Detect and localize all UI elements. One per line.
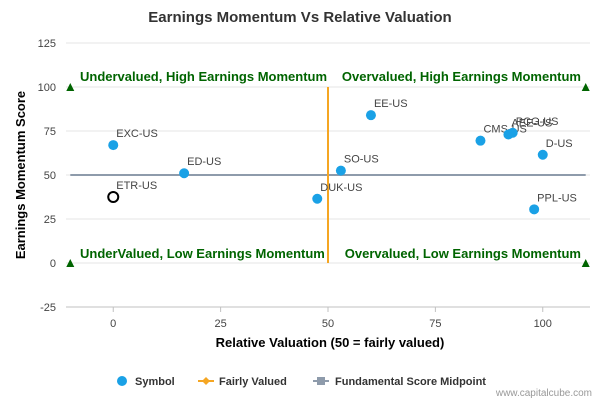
y-tick-label: 0 [50,258,56,270]
data-point-label: EXC-US [116,128,158,140]
data-points: EXC-USED-USDUK-USSO-USEE-USCMS-USAEE-USP… [107,98,577,215]
data-point-label: PCG-US [516,116,559,128]
y-tick-label: 100 [38,82,56,94]
y-tick-label: 125 [38,38,56,50]
highlight-point-label: ETR-US [116,180,157,192]
y-tick-label: 50 [44,170,56,182]
data-point [179,168,190,179]
data-point [507,127,518,138]
data-point-label: D-US [546,138,573,150]
data-point [537,149,548,160]
data-point-label: PPL-US [537,192,577,204]
y-tick-label: 75 [44,126,56,138]
data-point [529,204,540,215]
legend-midpoint-label: Fundamental Score Midpoint [335,376,486,388]
reference-lines [70,87,586,263]
x-axis-title: Relative Valuation (50 = fairly valued) [216,335,445,350]
y-tick-label: 25 [44,214,56,226]
x-axis-ticks: 0 25 50 75 100 [66,306,590,330]
legend-fair-marker [202,377,210,385]
quadrant-label-bottom-left: UnderValued, Low Earnings Momentum [80,246,325,261]
quadrant-marker [581,83,590,91]
data-point [475,135,486,146]
legend-fair-label: Fairly Valued [219,376,287,388]
x-tick-label: 0 [110,318,116,330]
highlight-point [107,191,120,203]
chart-title: Earnings Momentum Vs Relative Valuation [148,9,451,26]
x-tick-label: 25 [214,318,226,330]
legend-symbol-marker [117,376,127,386]
quadrant-marker [66,259,75,267]
quadrant-label-top-left: Undervalued, High Earnings Momentum [80,69,327,84]
data-point-label: SO-US [344,154,379,166]
quadrant-label-bottom-right: Overvalued, Low Earnings Momentum [345,246,581,261]
legend: Symbol Fairly Valued Fundamental Score Mid… [117,376,486,388]
legend-midpoint-marker [317,377,325,385]
y-tick-label: -25 [40,302,56,314]
y-axis-title: Earnings Momentum Score [13,91,28,259]
data-point [365,110,376,121]
quadrant-marker [66,83,75,91]
data-point [108,140,119,151]
data-point-label: AEE-US [511,118,552,130]
data-point-label: ED-US [187,156,221,168]
data-point [335,165,346,176]
quadrant-labels: Undervalued, High Earnings Momentum Overv… [66,69,590,267]
x-tick-label: 100 [534,318,552,330]
x-tick-label: 50 [322,318,334,330]
legend-symbol-label: Symbol [135,376,175,388]
credit-text: www.capitalcube.com [495,388,592,399]
data-point [312,193,323,204]
quadrant-marker [581,259,590,267]
quadrant-label-top-right: Overvalued, High Earnings Momentum [342,69,581,84]
y-axis-ticks: 125 100 75 50 25 0 -25 [38,38,56,314]
x-tick-label: 75 [429,318,441,330]
data-point-label: EE-US [374,98,408,110]
data-point-label: DUK-US [320,182,362,194]
